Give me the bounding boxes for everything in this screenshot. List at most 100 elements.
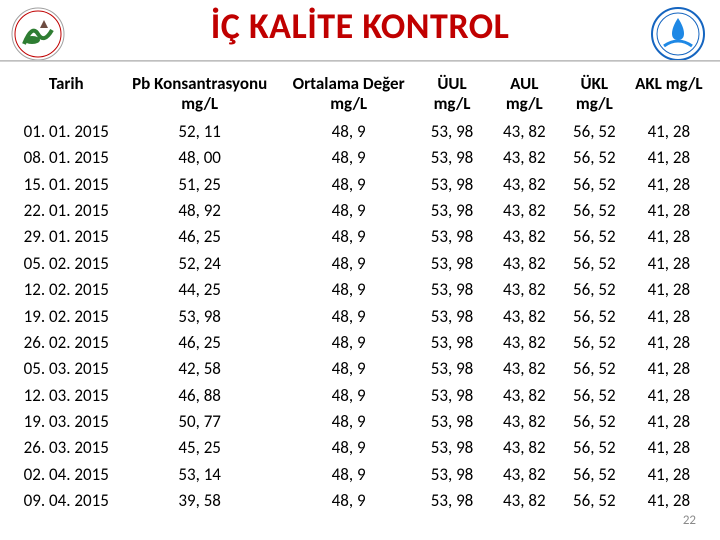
- table-cell: 53, 98: [416, 330, 487, 356]
- table-cell: 41, 28: [628, 145, 710, 171]
- table-header-cell: Pb Konsantrasyonumg/L: [119, 72, 281, 119]
- table-cell: 12. 03. 2015: [14, 383, 119, 409]
- table-header-cell: Tarih: [14, 72, 119, 119]
- header: İÇ KALİTE KONTROL: [0, 0, 720, 66]
- slide: İÇ KALİTE KONTROL Tarih Pb Konsantrasyonu…: [0, 0, 720, 540]
- table-cell: 09. 04. 2015: [14, 488, 119, 514]
- table-cell: 56, 52: [561, 251, 628, 277]
- table-cell: 46, 88: [119, 383, 281, 409]
- table-cell: 48, 9: [281, 251, 417, 277]
- table-cell: 56, 52: [561, 356, 628, 382]
- table-row: 12. 03. 201546, 8848, 953, 9843, 8256, 5…: [14, 383, 710, 409]
- table-cell: 22. 01. 2015: [14, 198, 119, 224]
- table-header-cell: AKL mg/L: [628, 72, 710, 119]
- table-cell: 41, 28: [628, 304, 710, 330]
- table-cell: 50, 77: [119, 409, 281, 435]
- table-cell: 43, 82: [488, 462, 561, 488]
- header-line1: AKL mg/L: [635, 73, 703, 94]
- data-table-wrap: Tarih Pb Konsantrasyonumg/LOrtalama Değer…: [14, 72, 710, 514]
- table-cell: 01. 01. 2015: [14, 119, 119, 145]
- table-row: 19. 03. 201550, 7748, 953, 9843, 8256, 5…: [14, 409, 710, 435]
- table-header-row: Tarih Pb Konsantrasyonumg/LOrtalama Değer…: [14, 72, 710, 119]
- table-cell: 41, 28: [628, 224, 710, 250]
- table-cell: 43, 82: [488, 145, 561, 171]
- table-row: 08. 01. 201548, 0048, 953, 9843, 8256, 5…: [14, 145, 710, 171]
- table-cell: 41, 28: [628, 330, 710, 356]
- table-cell: 43, 82: [488, 435, 561, 461]
- table-cell: 48, 9: [281, 488, 417, 514]
- table-cell: 56, 52: [561, 172, 628, 198]
- table-cell: 46, 25: [119, 330, 281, 356]
- table-row: 05. 02. 201552, 2448, 953, 9843, 8256, 5…: [14, 251, 710, 277]
- table-cell: 08. 01. 2015: [14, 145, 119, 171]
- table-cell: 48, 9: [281, 172, 417, 198]
- table-cell: 51, 25: [119, 172, 281, 198]
- table-cell: 41, 28: [628, 251, 710, 277]
- table-cell: 48, 9: [281, 409, 417, 435]
- table-row: 12. 02. 201544, 2548, 953, 9843, 8256, 5…: [14, 277, 710, 303]
- table-header-cell: ÜKLmg/L: [561, 72, 628, 119]
- data-table: Tarih Pb Konsantrasyonumg/LOrtalama Değer…: [14, 72, 710, 514]
- table-cell: 41, 28: [628, 462, 710, 488]
- table-row: 05. 03. 201542, 5848, 953, 9843, 8256, 5…: [14, 356, 710, 382]
- table-cell: 41, 28: [628, 435, 710, 461]
- table-cell: 48, 9: [281, 383, 417, 409]
- table-cell: 53, 98: [416, 488, 487, 514]
- table-cell: 53, 98: [416, 462, 487, 488]
- table-cell: 52, 11: [119, 119, 281, 145]
- table-header-cell: Ortalama Değermg/L: [281, 72, 417, 119]
- table-cell: 56, 52: [561, 277, 628, 303]
- table-cell: 41, 28: [628, 409, 710, 435]
- table-row: 26. 02. 201546, 2548, 953, 9843, 8256, 5…: [14, 330, 710, 356]
- table-row: 09. 04. 201539, 5848, 953, 9843, 8256, 5…: [14, 488, 710, 514]
- table-row: 29. 01. 201546, 2548, 953, 9843, 8256, 5…: [14, 224, 710, 250]
- header-line2: mg/L: [418, 94, 485, 114]
- table-header-cell: ÜULmg/L: [416, 72, 487, 119]
- table-cell: 48, 9: [281, 330, 417, 356]
- table-cell: 53, 98: [416, 119, 487, 145]
- table-cell: 43, 82: [488, 409, 561, 435]
- table-cell: 48, 9: [281, 356, 417, 382]
- table-cell: 43, 82: [488, 383, 561, 409]
- table-row: 15. 01. 201551, 2548, 953, 9843, 8256, 5…: [14, 172, 710, 198]
- table-cell: 19. 03. 2015: [14, 409, 119, 435]
- table-cell: 43, 82: [488, 356, 561, 382]
- header-line2: mg/L: [563, 94, 626, 114]
- table-cell: 56, 52: [561, 330, 628, 356]
- header-line1: ÜKL: [581, 73, 609, 94]
- table-cell: 46, 25: [119, 224, 281, 250]
- table-row: 22. 01. 201548, 9248, 953, 9843, 8256, 5…: [14, 198, 710, 224]
- table-cell: 56, 52: [561, 462, 628, 488]
- table-cell: 15. 01. 2015: [14, 172, 119, 198]
- table-row: 19. 02. 201553, 9848, 953, 9843, 8256, 5…: [14, 304, 710, 330]
- table-cell: 26. 02. 2015: [14, 330, 119, 356]
- table-cell: 53, 98: [416, 356, 487, 382]
- table-cell: 45, 25: [119, 435, 281, 461]
- table-header-cell: AULmg/L: [488, 72, 561, 119]
- table-cell: 53, 98: [119, 304, 281, 330]
- header-rule: [0, 60, 720, 62]
- table-row: 02. 04. 201553, 1448, 953, 9843, 8256, 5…: [14, 462, 710, 488]
- table-cell: 26. 03. 2015: [14, 435, 119, 461]
- table-cell: 48, 00: [119, 145, 281, 171]
- table-cell: 53, 14: [119, 462, 281, 488]
- table-body: 01. 01. 201552, 1148, 953, 9843, 8256, 5…: [14, 119, 710, 514]
- table-cell: 56, 52: [561, 409, 628, 435]
- table-cell: 53, 98: [416, 145, 487, 171]
- table-cell: 39, 58: [119, 488, 281, 514]
- header-line2: mg/L: [490, 94, 559, 114]
- table-cell: 53, 98: [416, 198, 487, 224]
- table-cell: 12. 02. 2015: [14, 277, 119, 303]
- table-cell: 48, 9: [281, 435, 417, 461]
- table-cell: 56, 52: [561, 119, 628, 145]
- table-cell: 43, 82: [488, 119, 561, 145]
- table-cell: 41, 28: [628, 277, 710, 303]
- table-cell: 41, 28: [628, 383, 710, 409]
- table-cell: 02. 04. 2015: [14, 462, 119, 488]
- header-line1: Tarih: [49, 73, 84, 94]
- table-cell: 48, 9: [281, 145, 417, 171]
- table-cell: 41, 28: [628, 198, 710, 224]
- table-cell: 48, 9: [281, 119, 417, 145]
- table-cell: 43, 82: [488, 304, 561, 330]
- table-cell: 56, 52: [561, 304, 628, 330]
